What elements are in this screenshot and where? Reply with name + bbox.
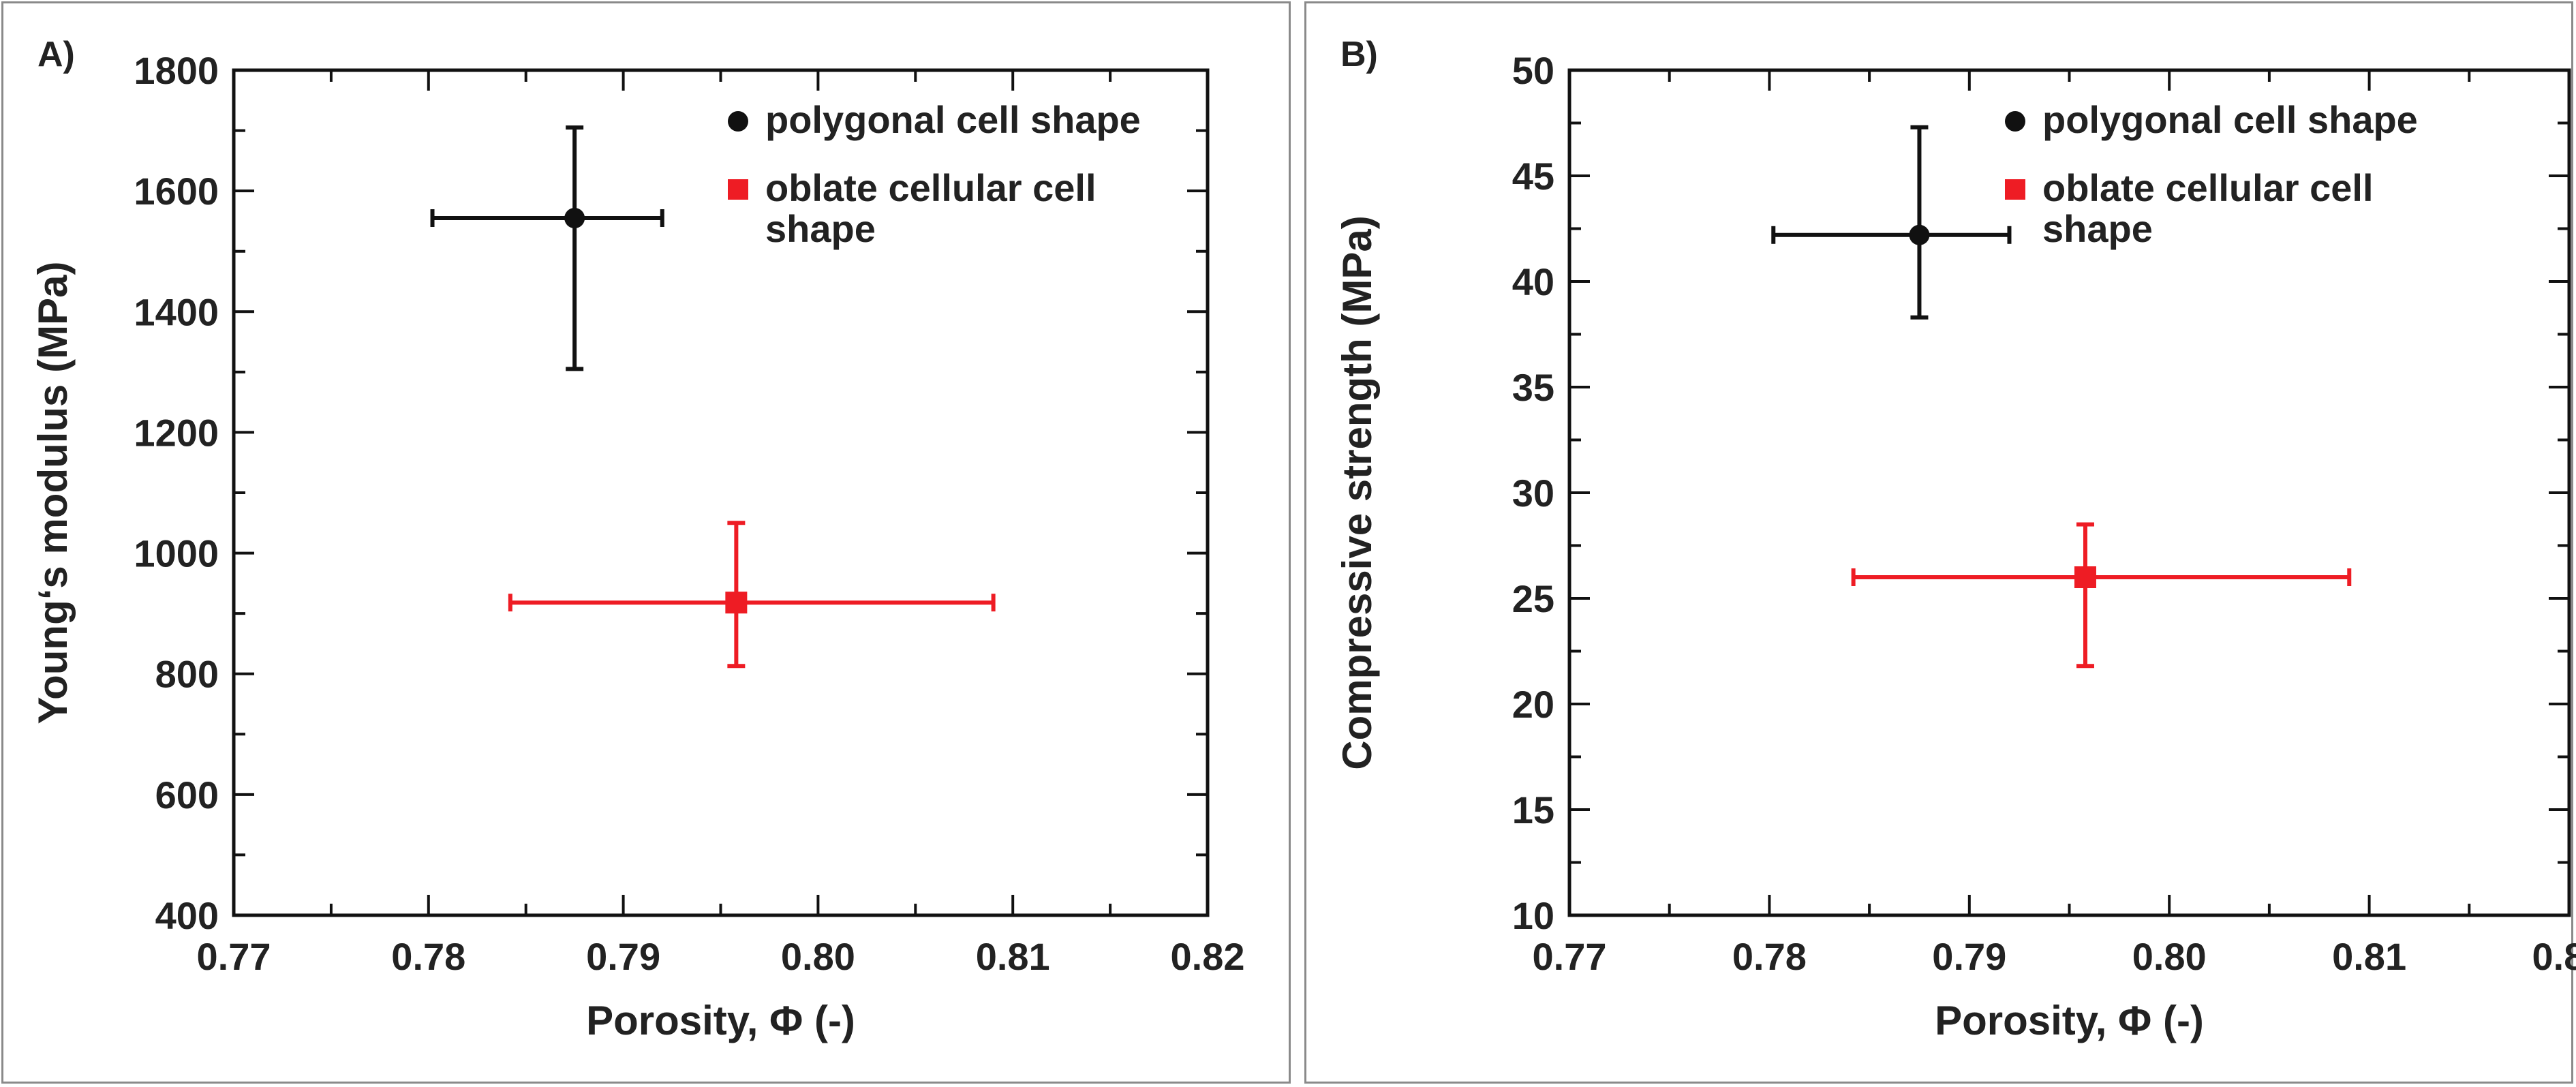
panel-label: A): [37, 35, 75, 74]
legend-marker-square: [728, 179, 748, 200]
y-tick-label: 400: [155, 894, 219, 937]
y-tick-label: 800: [155, 653, 219, 696]
y-tick-label: 50: [1512, 49, 1554, 92]
legend-label: polygonal cell shape: [765, 98, 1141, 141]
y-axis-label: Compressive strength (MPa): [1334, 215, 1380, 770]
x-tick-label: 0.77: [197, 935, 271, 978]
x-tick-label: 0.79: [586, 935, 660, 978]
panel-label: B): [1340, 35, 1378, 74]
y-tick-label: 1000: [134, 532, 219, 575]
x-tick-label: 0.78: [1732, 935, 1807, 978]
y-tick-label: 45: [1512, 155, 1554, 198]
y-tick-label: 40: [1512, 260, 1554, 303]
legend-label: shape: [765, 207, 876, 250]
y-tick-label: 35: [1512, 366, 1554, 409]
x-tick-label: 0.77: [1533, 935, 1607, 978]
legend-marker-circle: [2005, 111, 2025, 132]
y-axis-label: Young‘s modulus (MPa): [30, 262, 76, 724]
legend-marker-circle: [728, 111, 748, 132]
x-tick-label: 0.78: [391, 935, 465, 978]
y-tick-label: 600: [155, 774, 219, 816]
x-tick-label: 0.82: [2532, 935, 2576, 978]
x-axis-label: Porosity, Φ (-): [586, 998, 855, 1043]
y-tick-label: 25: [1512, 577, 1554, 620]
x-tick-label: 0.80: [781, 935, 855, 978]
x-tick-label: 0.79: [1932, 935, 2006, 978]
y-tick-label: 20: [1512, 683, 1554, 726]
y-tick-label: 1200: [134, 411, 219, 454]
data-point-circle: [1909, 224, 1930, 245]
panel-b: B) 0.77 0.78 0.79 0.80 0.81 0.82 10 15 20 25 30 35 4…: [1304, 1, 2576, 1084]
y-tick-label: 1800: [134, 49, 219, 92]
data-point-circle: [564, 208, 585, 228]
y-tick-label: 1600: [134, 170, 219, 213]
data-point-square: [725, 592, 748, 614]
legend-label: oblate cellular cell: [2042, 166, 2374, 209]
legend-label: shape: [2042, 207, 2153, 250]
chart-b-svg: B) 0.77 0.78 0.79 0.80 0.81 0.82 10 15 20 25 30 35 4…: [1334, 35, 2576, 1043]
x-tick-label: 0.82: [1171, 935, 1245, 978]
y-tick-label: 30: [1512, 472, 1554, 515]
y-tick-label: 1400: [134, 290, 219, 333]
y-tick-label: 10: [1512, 894, 1554, 937]
data-point-square: [2074, 566, 2096, 588]
chart-a-svg: A) 0.77 0.78 0.79 0.80 0.81 0.82 400 600 800 1000…: [30, 35, 1245, 1043]
y-tick-label: 15: [1512, 789, 1554, 831]
x-axis-label: Porosity, Φ (-): [1935, 998, 2204, 1043]
legend-label: oblate cellular cell: [765, 166, 1097, 209]
x-tick-label: 0.80: [2132, 935, 2207, 978]
x-tick-label: 0.81: [2332, 935, 2406, 978]
panel-a: A) 0.77 0.78 0.79 0.80 0.81 0.82 400 600 800 1000…: [1, 1, 1291, 1084]
x-tick-label: 0.81: [976, 935, 1050, 978]
legend-marker-square: [2005, 179, 2025, 200]
legend-label: polygonal cell shape: [2042, 98, 2418, 141]
